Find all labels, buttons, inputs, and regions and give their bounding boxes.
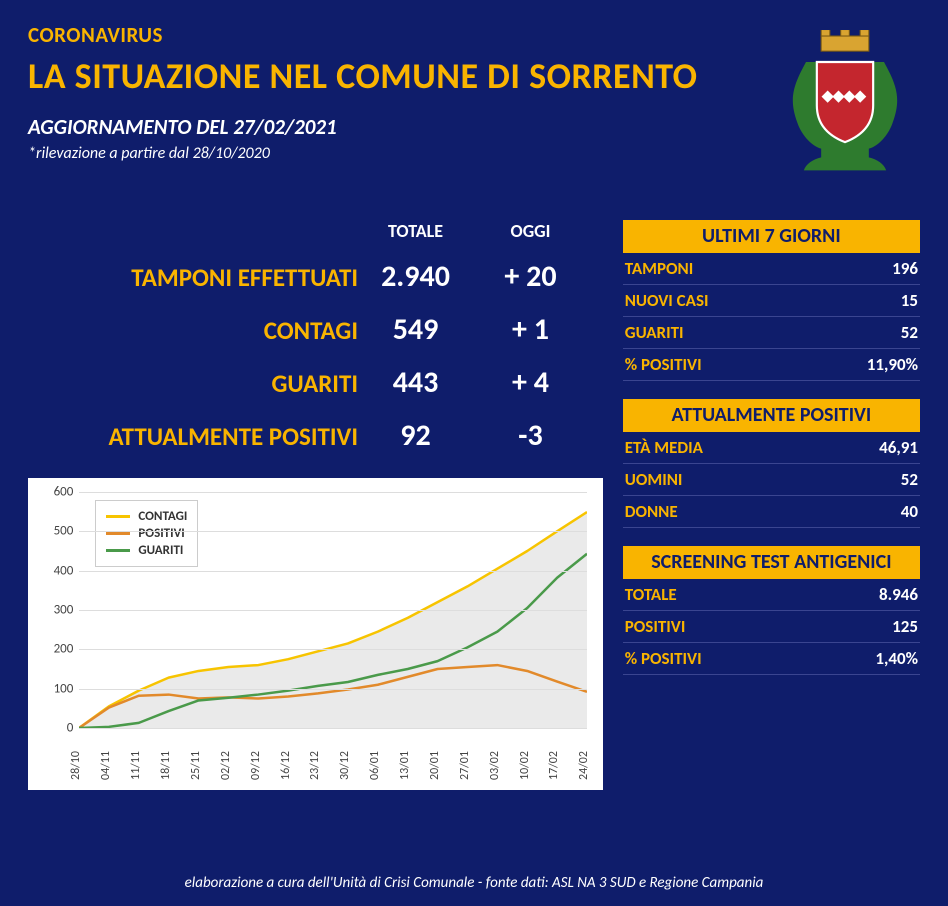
panel-row-value: 15 (901, 290, 918, 311)
stat-total: 443 (358, 364, 473, 401)
stat-label: ATTUALMENTE POSITIVI (28, 421, 358, 452)
y-tick-label: 600 (35, 485, 73, 500)
stat-label: CONTAGI (28, 315, 358, 346)
y-tick-label: 100 (35, 681, 73, 696)
y-tick-label: 400 (35, 563, 73, 578)
header: CORONAVIRUS LA SITUAZIONE NEL COMUNE DI … (28, 22, 920, 192)
panel-row-label: GUARITI (625, 322, 684, 343)
x-tick-label: 24/02 (577, 751, 591, 780)
panel-row: % POSITIVI 11,90% (623, 349, 920, 381)
panel-row-value: 125 (892, 616, 918, 637)
y-tick-label: 500 (35, 524, 73, 539)
page-title: LA SITUAZIONE NEL COMUNE DI SORRENTO (28, 54, 760, 98)
stat-today: + 20 (473, 258, 588, 295)
panel-title: SCREENING TEST ANTIGENICI (623, 546, 920, 579)
panel-row-value: 40 (901, 501, 918, 522)
stat-row: GUARITI443+ 4 (28, 364, 603, 401)
header-note: *rilevazione a partire dal 28/10/2020 (28, 144, 760, 163)
panel-row: UOMINI 52 (623, 464, 920, 496)
left-column: TOTALE OGGI TAMPONI EFFETTUATI2.940+ 20 C… (28, 220, 603, 790)
stat-total: 549 (358, 311, 473, 348)
panel-row: GUARITI 52 (623, 317, 920, 349)
panel-positives: ATTUALMENTE POSITIVI ETÀ MEDIA 46,91 UOMIN… (623, 399, 920, 528)
panel-row-value: 8.946 (879, 584, 918, 605)
x-tick-label: 17/02 (547, 751, 561, 780)
panel-row-label: DONNE (625, 501, 678, 522)
stat-total: 2.940 (358, 258, 473, 295)
x-tick-label: 23/12 (308, 751, 322, 780)
x-tick-label: 11/11 (129, 751, 143, 780)
update-date: AGGIORNAMENTO DEL 27/02/2021 (28, 114, 760, 140)
stat-row: ATTUALMENTE POSITIVI92-3 (28, 417, 603, 454)
stat-label: TAMPONI EFFETTUATI (28, 262, 358, 293)
panel-row-label: UOMINI (625, 469, 683, 490)
stat-total: 92 (358, 417, 473, 454)
stat-today: + 1 (473, 311, 588, 348)
panel-row-value: 52 (901, 469, 918, 490)
stats-table: TOTALE OGGI TAMPONI EFFETTUATI2.940+ 20 C… (28, 220, 603, 454)
panel-row-label: TAMPONI (625, 258, 694, 279)
x-tick-label: 03/02 (488, 751, 502, 780)
stat-label: GUARITI (28, 368, 358, 399)
panel-title: ATTUALMENTE POSITIVI (623, 399, 920, 432)
panel-row-label: % POSITIVI (625, 354, 702, 375)
col-oggi: OGGI (473, 220, 588, 242)
footer-credit: elaborazione a cura dell'Unità di Crisi … (0, 874, 948, 892)
panel-row-value: 11,90% (867, 354, 918, 375)
panel-row-label: ETÀ MEDIA (625, 437, 703, 458)
x-tick-label: 20/01 (428, 751, 442, 780)
x-tick-label: 30/12 (338, 751, 352, 780)
x-tick-label: 18/11 (159, 751, 173, 780)
x-tick-label: 04/11 (99, 751, 113, 780)
trend-chart: CONTAGIPOSITIVIGUARITI 01002003004005006… (35, 486, 595, 786)
x-tick-label: 06/01 (368, 751, 382, 780)
header-text: CORONAVIRUS LA SITUAZIONE NEL COMUNE DI … (28, 22, 760, 192)
panel-row: POSITIVI 125 (623, 611, 920, 643)
right-column: ULTIMI 7 GIORNI TAMPONI 196 NUOVI CASI 15 GU… (623, 220, 920, 790)
panel-row: TAMPONI 196 (623, 253, 920, 285)
x-tick-label: 28/10 (69, 751, 83, 780)
stat-row: TAMPONI EFFETTUATI2.940+ 20 (28, 258, 603, 295)
panel-row-value: 196 (892, 258, 918, 279)
x-tick-label: 27/01 (458, 751, 472, 780)
x-tick-label: 10/02 (518, 751, 532, 780)
panel-row-label: NUOVI CASI (625, 290, 709, 311)
stat-today: -3 (473, 417, 588, 454)
panel-row-label: POSITIVI (625, 616, 686, 637)
panel-row: % POSITIVI 1,40% (623, 643, 920, 675)
stats-header: TOTALE OGGI (28, 220, 603, 242)
x-tick-label: 02/12 (219, 751, 233, 780)
panel-row-value: 52 (901, 322, 918, 343)
panel-last7: ULTIMI 7 GIORNI TAMPONI 196 NUOVI CASI 15 GU… (623, 220, 920, 381)
stat-row: CONTAGI549+ 1 (28, 311, 603, 348)
panel-row-label: % POSITIVI (625, 648, 702, 669)
y-tick-label: 0 (35, 721, 73, 736)
x-tick-label: 16/12 (279, 751, 293, 780)
panel-row-value: 46,91 (879, 437, 918, 458)
stat-today: + 4 (473, 364, 588, 401)
panel-row: NUOVI CASI 15 (623, 285, 920, 317)
x-tick-label: 09/12 (249, 751, 263, 780)
main-content: TOTALE OGGI TAMPONI EFFETTUATI2.940+ 20 C… (28, 220, 920, 790)
y-tick-label: 200 (35, 642, 73, 657)
col-totale: TOTALE (358, 220, 473, 242)
y-tick-label: 300 (35, 603, 73, 618)
x-tick-label: 13/01 (398, 751, 412, 780)
pretitle: CORONAVIRUS (28, 22, 760, 48)
chart-container: CONTAGIPOSITIVIGUARITI 01002003004005006… (28, 478, 603, 790)
panel-screening: SCREENING TEST ANTIGENICI TOTALE 8.946 POS… (623, 546, 920, 675)
panel-row: TOTALE 8.946 (623, 579, 920, 611)
x-tick-label: 25/11 (189, 751, 203, 780)
panel-title: ULTIMI 7 GIORNI (623, 220, 920, 253)
panel-row-label: TOTALE (625, 584, 677, 605)
municipal-crest-icon (770, 22, 920, 192)
panel-row: ETÀ MEDIA 46,91 (623, 432, 920, 464)
panel-row-value: 1,40% (875, 648, 918, 669)
panel-row: DONNE 40 (623, 496, 920, 528)
